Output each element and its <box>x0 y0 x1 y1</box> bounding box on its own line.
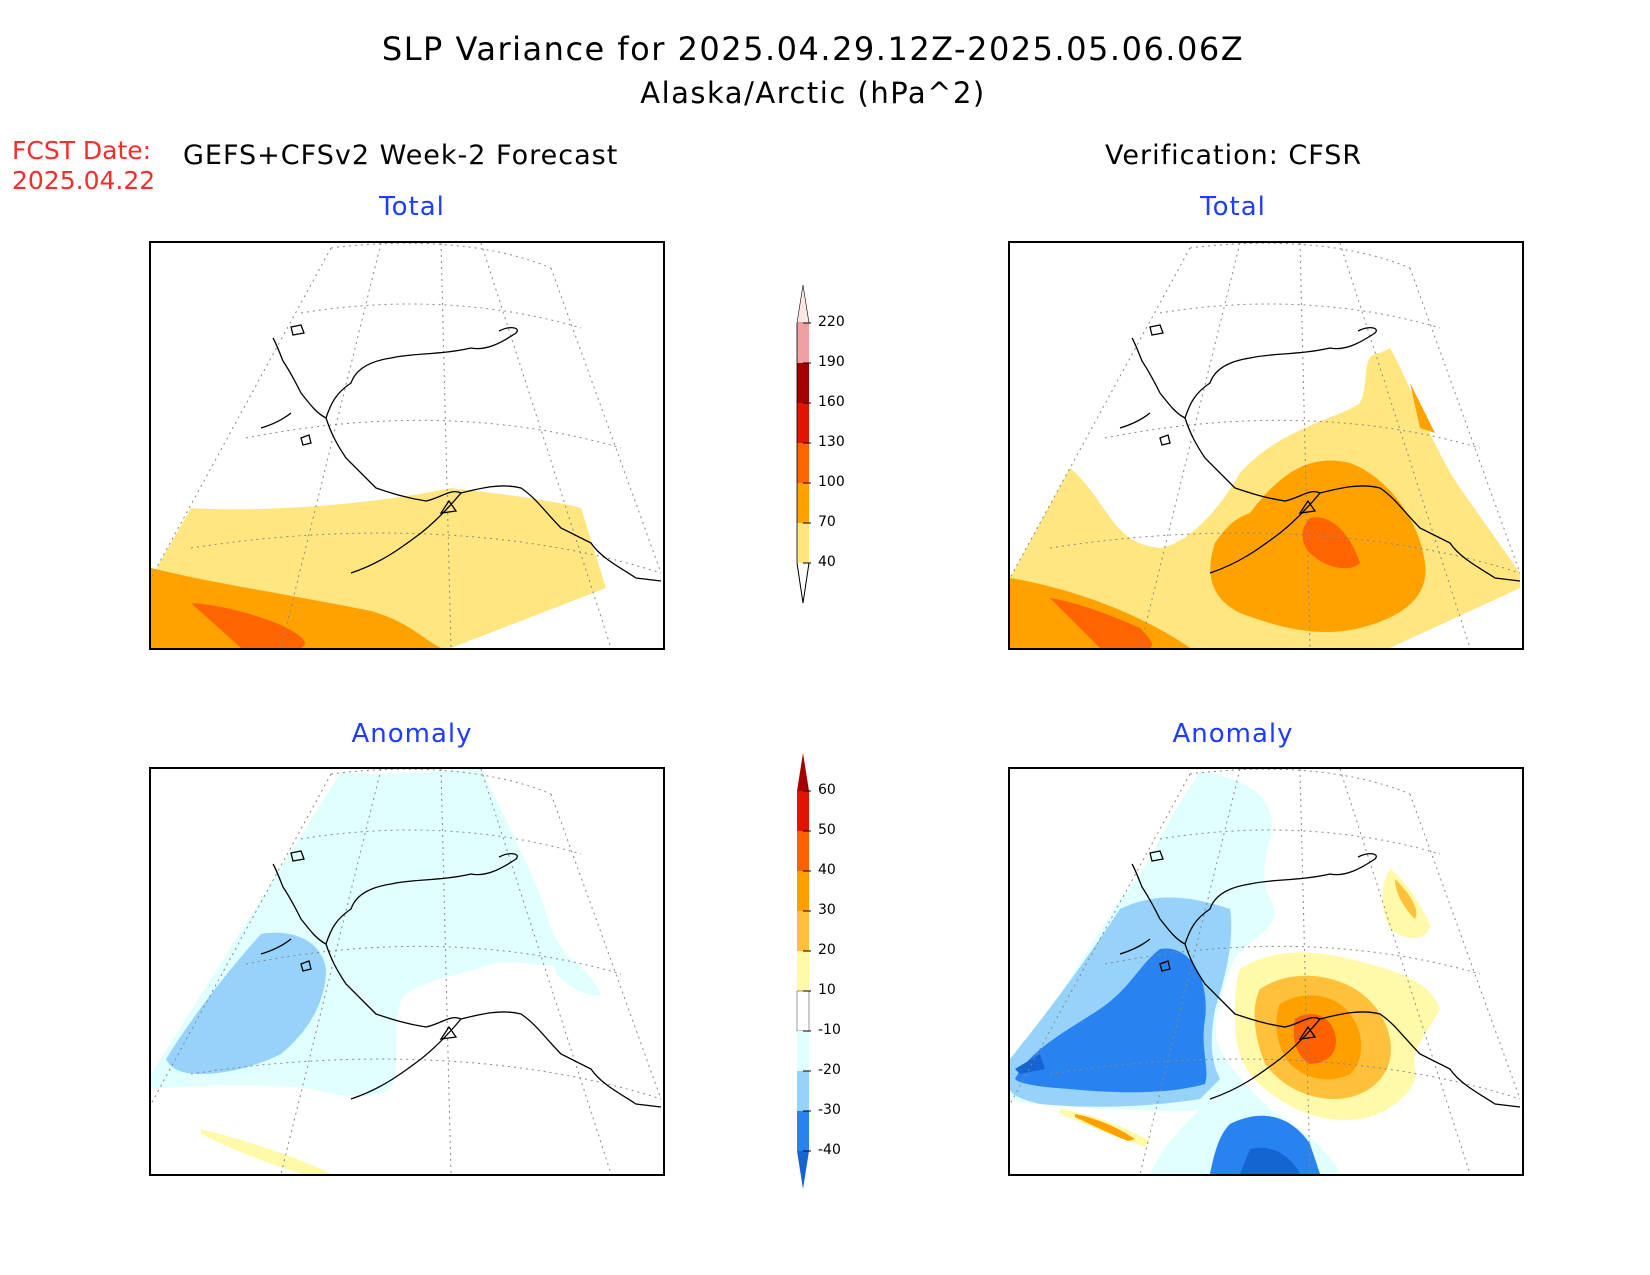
colorbar-tick-label: 130 <box>818 434 845 450</box>
colorbar-cap-bottom <box>797 1151 809 1189</box>
forecast-total-map <box>149 241 665 650</box>
colorbar-tick-label: 50 <box>818 822 836 838</box>
verification-total-field <box>1010 348 1520 648</box>
colorbar-tick-label: -10 <box>818 1022 841 1038</box>
colorbar-tick-label: 40 <box>818 862 836 878</box>
map-grid <box>151 243 662 648</box>
colorbar-tick-label: -30 <box>818 1102 841 1118</box>
fcst-date-value: 2025.04.22 <box>12 166 156 195</box>
verification-total-map <box>1008 241 1524 650</box>
colorbar-box <box>797 1031 809 1071</box>
forecast-total-field <box>151 488 606 648</box>
colorbar-box <box>797 443 809 483</box>
colorbar-box <box>797 363 809 403</box>
colorbar-box <box>797 951 809 991</box>
colorbar-box <box>797 523 809 563</box>
colorbar-cap-bottom <box>796 562 810 604</box>
coastline <box>260 324 662 582</box>
colorbar-tick-label: 70 <box>818 514 836 530</box>
colorbar-tick-label: 220 <box>818 314 845 330</box>
fcst-date: FCST Date: 2025.04.22 <box>12 136 155 196</box>
colorbar-tick-label: 190 <box>818 354 845 370</box>
forecast-anomaly-title: Anomaly <box>351 719 473 749</box>
colorbar-tick-label: 10 <box>818 982 836 998</box>
forecast-anomaly-field <box>151 769 601 1174</box>
verification-anomaly-title: Anomaly <box>1172 719 1294 749</box>
colorbar-box <box>797 1111 809 1151</box>
forecast-total-title: Total <box>379 192 445 222</box>
colorbar-cap-top <box>797 753 809 791</box>
colorbar-box <box>797 483 809 523</box>
main-title: SLP Variance for 2025.04.29.12Z-2025.05.… <box>381 30 1245 68</box>
colorbar-box <box>797 1071 809 1111</box>
verification-anomaly-map <box>1008 767 1524 1176</box>
colorbar-box <box>797 403 809 443</box>
colorbar-tick-label: 40 <box>818 554 836 570</box>
total-colorbar: 40 70 100 130 160 190 220 <box>795 283 865 613</box>
forecast-anomaly-map <box>149 767 665 1176</box>
colorbar-tick-label: 30 <box>818 902 836 918</box>
subtitle: Alaska/Arctic (hPa^2) <box>640 76 986 110</box>
total-colorbar-scale <box>796 284 811 604</box>
anomaly-colorbar: -40 -30 -20 -10 10 20 30 40 50 60 <box>795 751 865 1191</box>
colorbar-box <box>797 871 809 911</box>
verification-column-header: Verification: CFSR <box>1105 140 1363 171</box>
colorbar-tick-label: 100 <box>818 474 845 490</box>
coastline <box>260 850 662 1108</box>
colorbar-box <box>797 831 809 871</box>
map-grid <box>1010 243 1521 648</box>
forecast-column-header: GEFS+CFSv2 Week-2 Forecast <box>183 140 619 171</box>
verification-total-title: Total <box>1200 192 1266 222</box>
map-grid <box>1010 769 1521 1174</box>
coastline <box>1119 324 1521 582</box>
verification-anomaly-field <box>1010 772 1440 1174</box>
anomaly-colorbar-scale <box>796 753 811 1189</box>
colorbar-box <box>797 911 809 951</box>
colorbar-tick-label: -20 <box>818 1062 841 1078</box>
colorbar-box <box>797 323 809 363</box>
map-grid <box>151 769 662 1174</box>
colorbar-box <box>797 791 809 831</box>
colorbar-cap-top <box>796 284 810 324</box>
colorbar-tick-label: 60 <box>818 782 836 798</box>
fcst-date-label: FCST Date: <box>12 136 152 165</box>
colorbar-tick-label: 160 <box>818 394 845 410</box>
coastline <box>1119 850 1521 1108</box>
colorbar-tick-label: -40 <box>818 1142 841 1158</box>
colorbar-box <box>796 990 810 1032</box>
colorbar-tick-label: 20 <box>818 942 836 958</box>
